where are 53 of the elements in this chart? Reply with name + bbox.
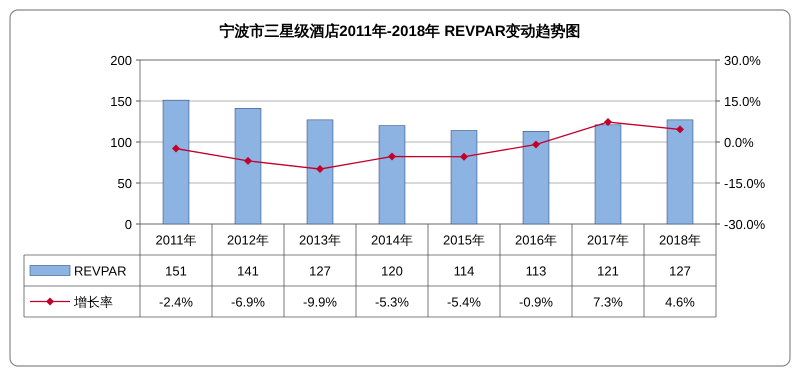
data-label: -5.4% (447, 294, 482, 310)
data-label: -9.9% (303, 294, 338, 310)
data-label: 127 (669, 264, 691, 278)
data-label: -6.9% (231, 294, 266, 310)
data-label: 127 (309, 264, 331, 278)
y2-tick-label: 30.0% (724, 53, 762, 68)
y-tick-label: 0 (124, 217, 132, 232)
x-tick-label: 2018年 (659, 232, 701, 248)
x-tick-label: 2013年 (299, 232, 341, 248)
bar (666, 120, 694, 224)
data-label: 7.3% (593, 294, 624, 310)
point (676, 125, 684, 134)
point (172, 144, 180, 153)
data-label: 141 (237, 264, 259, 278)
y-tick-label: 150 (110, 94, 132, 109)
x-tick-label: 2014年 (371, 232, 413, 248)
y2-tick-label: -30.0% (724, 217, 766, 232)
y2-tick-label: 15.0% (724, 94, 762, 109)
y-tick-label: 50 (118, 176, 132, 191)
x-tick-label: 2015年 (443, 232, 485, 248)
bar (234, 108, 262, 224)
y-tick-label: 100 (110, 135, 132, 150)
bar (594, 124, 622, 224)
point (244, 156, 252, 165)
chart-title: 宁波市三星级酒店2011年-2018年 REVPAR变动趋势图 (219, 22, 581, 40)
data-label: 114 (454, 264, 474, 278)
data-label: 120 (381, 264, 403, 278)
bar (306, 120, 334, 224)
bar (162, 100, 190, 224)
point (604, 118, 612, 126)
data-label: 121 (597, 264, 619, 278)
legend-label: 增长率 (73, 294, 113, 310)
data-label: -2.4% (159, 294, 194, 310)
x-tick-label: 2017年 (587, 232, 629, 248)
x-tick-label: 2016年 (515, 232, 557, 248)
data-label: -5.3% (375, 294, 410, 310)
data-label: 113 (526, 264, 546, 278)
point (532, 140, 540, 148)
data-label: -0.9% (519, 294, 554, 310)
y-tick-label: 200 (110, 53, 132, 68)
x-tick-label: 2012年 (227, 232, 269, 248)
bar (378, 125, 406, 224)
y2-tick-label: -15.0% (724, 176, 766, 191)
point (316, 165, 324, 174)
bar (522, 131, 550, 224)
point (388, 152, 396, 160)
bar (450, 130, 478, 224)
x-tick-label: 2011年 (156, 232, 196, 248)
y2-tick-label: 0.0% (724, 135, 754, 150)
data-label: 151 (165, 264, 187, 278)
point (460, 152, 468, 161)
legend-label: REVPAR (74, 264, 126, 278)
data-label: 4.6% (665, 294, 696, 310)
